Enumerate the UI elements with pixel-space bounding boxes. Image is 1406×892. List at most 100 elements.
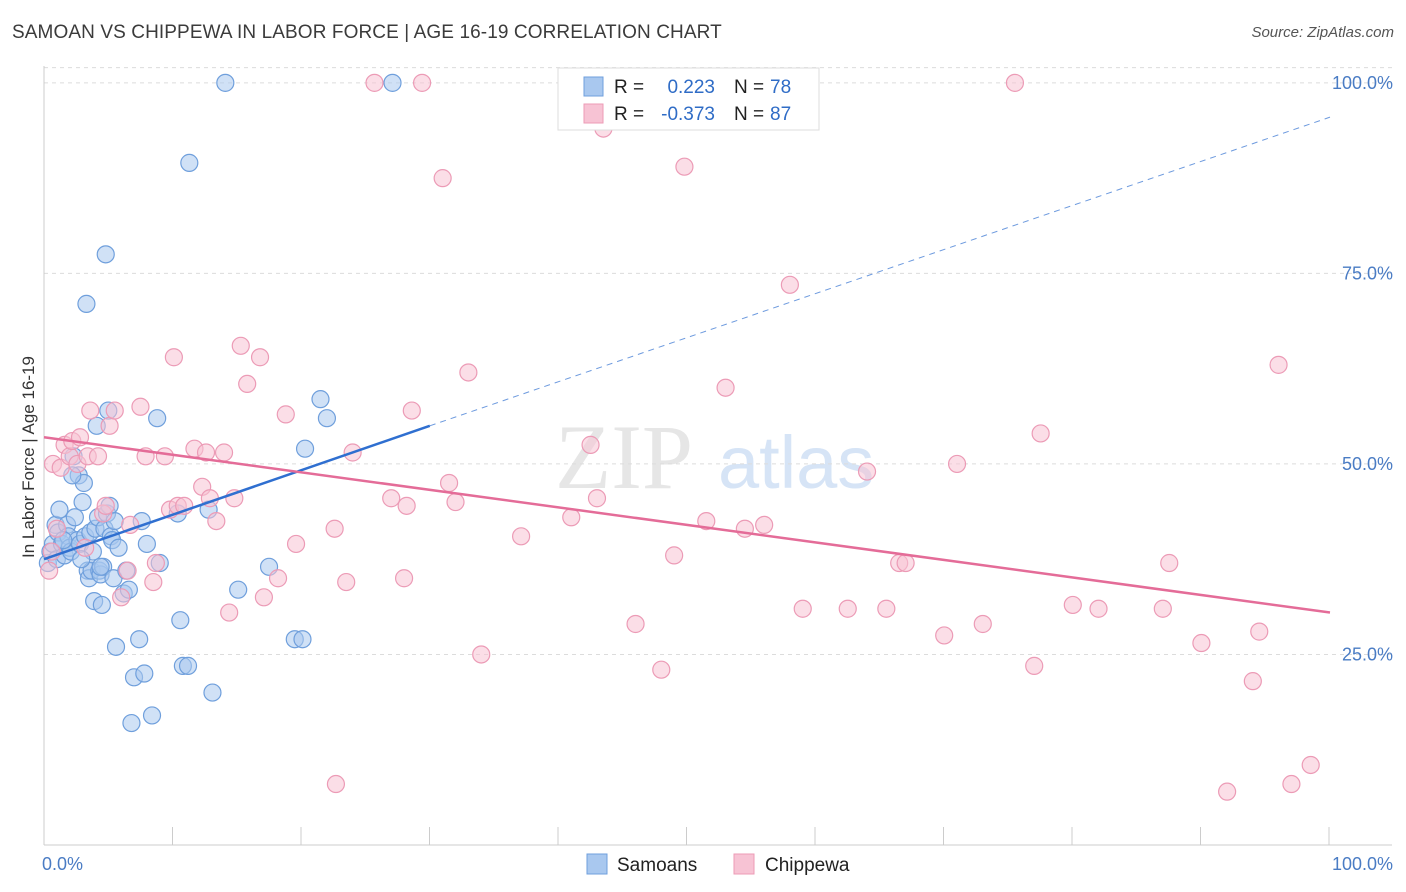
y-axis-label: In Labor Force | Age 16-19 <box>19 356 38 558</box>
chippewa-point-54 <box>412 73 432 92</box>
chippewa-point-73 <box>780 275 799 294</box>
chippewa-point-83 <box>1025 656 1044 675</box>
bottom-legend-label-samoans: Samoans <box>617 855 697 876</box>
chippewa-point-16 <box>100 416 119 435</box>
y-tick-label-2: 75.0% <box>1342 263 1393 283</box>
chippewa-point-13 <box>88 447 108 466</box>
chippewa-point-0 <box>40 561 59 580</box>
samoans-point-72 <box>317 409 337 428</box>
samoans-point-44 <box>106 637 126 656</box>
chippewa-point-91 <box>1243 672 1262 691</box>
axes <box>43 66 1392 846</box>
chippewa-point-35 <box>214 443 234 462</box>
chippewa-point-53 <box>402 401 421 420</box>
chippewa-point-56 <box>439 473 459 493</box>
chippewa-point-63 <box>587 489 607 508</box>
legend-r-value-chippewa: -0.373 <box>661 104 715 125</box>
chippewa-point-87 <box>1153 599 1172 618</box>
bottom-legend-label-chippewa: Chippewa <box>765 855 850 876</box>
chippewa-point-24 <box>146 553 165 573</box>
chippewa-point-50 <box>382 489 401 508</box>
chippewa-point-82 <box>973 614 992 634</box>
samoans-point-36 <box>96 245 115 264</box>
samoans-point-54 <box>137 534 156 554</box>
bottom-legend-swatch-chippewa <box>733 853 755 875</box>
samoans-point-55 <box>142 706 162 725</box>
chippewa-point-65 <box>626 614 645 634</box>
samoans-point-73 <box>383 73 402 92</box>
chippewa-point-12 <box>81 401 100 420</box>
chippewa-point-76 <box>857 462 877 481</box>
chippewa-points <box>40 73 1320 801</box>
chippewa-point-93 <box>1269 355 1288 374</box>
source-label: Source: ZipAtlas.com <box>1251 24 1394 41</box>
samoans-point-59 <box>171 611 190 630</box>
y-tick-label-0: 25.0% <box>1342 644 1393 664</box>
chippewa-point-27 <box>164 348 183 367</box>
samoans-point-49 <box>122 713 141 733</box>
x-tick-label-min: 0.0% <box>42 854 83 874</box>
legend-r-label-samoans: R = <box>614 77 644 98</box>
legend-swatch-samoans <box>583 76 604 97</box>
samoans-point-66 <box>229 580 248 599</box>
chippewa-point-89 <box>1192 633 1211 653</box>
chippewa-point-86 <box>1089 599 1108 618</box>
chippewa-point-41 <box>254 588 274 607</box>
chippewa-point-68 <box>675 157 694 176</box>
chippewa-point-3 <box>47 519 66 538</box>
chippewa-point-77 <box>877 599 896 618</box>
chippewa-point-15 <box>96 496 115 515</box>
samoans-point-71 <box>311 390 330 409</box>
chippewa-point-23 <box>144 572 163 592</box>
samoans-point-69 <box>293 630 312 649</box>
legend-n-label-chippewa: N = <box>734 104 764 125</box>
chippewa-point-47 <box>337 572 356 592</box>
samoans-point-62 <box>180 153 199 172</box>
chippewa-point-92 <box>1250 622 1269 641</box>
watermark-zip: ZIP <box>555 406 693 508</box>
bottom-legend-swatch-samoans <box>586 853 608 875</box>
samoans-point-18 <box>73 492 92 512</box>
chippewa-point-57 <box>446 492 465 512</box>
samoans-point-14 <box>65 508 84 527</box>
chippewa-point-45 <box>325 519 344 538</box>
chippewa-point-59 <box>472 645 491 664</box>
chippewa-point-17 <box>105 401 124 420</box>
chippewa-point-88 <box>1160 553 1179 573</box>
chippewa-point-18 <box>112 588 131 607</box>
legend-r-label-chippewa: R = <box>614 104 644 125</box>
trend-lines <box>43 116 1331 614</box>
chippewa-point-61 <box>562 508 581 527</box>
samoans-trend-line <box>43 424 431 561</box>
chart-title: SAMOAN VS CHIPPEWA IN LABOR FORCE | AGE … <box>12 22 722 43</box>
samoans-point-53 <box>135 664 154 683</box>
chippewa-trend-line <box>43 436 1331 614</box>
chippewa-point-46 <box>326 774 346 794</box>
samoans-point-56 <box>148 409 167 428</box>
chippewa-point-40 <box>250 348 270 367</box>
chippewa-point-60 <box>512 527 531 546</box>
chippewa-point-81 <box>947 454 967 474</box>
chippewa-point-84 <box>1031 424 1050 443</box>
chippewa-point-42 <box>268 569 288 588</box>
legend-n-value-samoans: 78 <box>770 77 791 98</box>
chippewa-point-85 <box>1063 595 1082 615</box>
chippewa-point-95 <box>1301 755 1320 775</box>
chippewa-point-44 <box>286 534 306 554</box>
chippewa-point-74 <box>793 599 812 618</box>
chippewa-point-96 <box>1005 73 1025 92</box>
chippewa-point-19 <box>118 561 137 580</box>
samoans-point-21 <box>77 294 96 313</box>
chippewa-point-34 <box>207 511 226 531</box>
chippewa-point-32 <box>196 443 216 462</box>
stats-legend: R = 0.223 N = 78 R = -0.373 N = 87 <box>557 67 820 131</box>
chippewa-point-72 <box>755 515 774 535</box>
chippewa-point-43 <box>276 405 295 424</box>
chippewa-point-69 <box>697 511 716 531</box>
samoans-point-65 <box>216 73 235 92</box>
legend-r-value-samoans: 0.223 <box>667 77 715 98</box>
samoans-point-45 <box>109 538 128 557</box>
y-tick-label-1: 50.0% <box>1342 454 1393 474</box>
chippewa-point-39 <box>238 374 257 394</box>
